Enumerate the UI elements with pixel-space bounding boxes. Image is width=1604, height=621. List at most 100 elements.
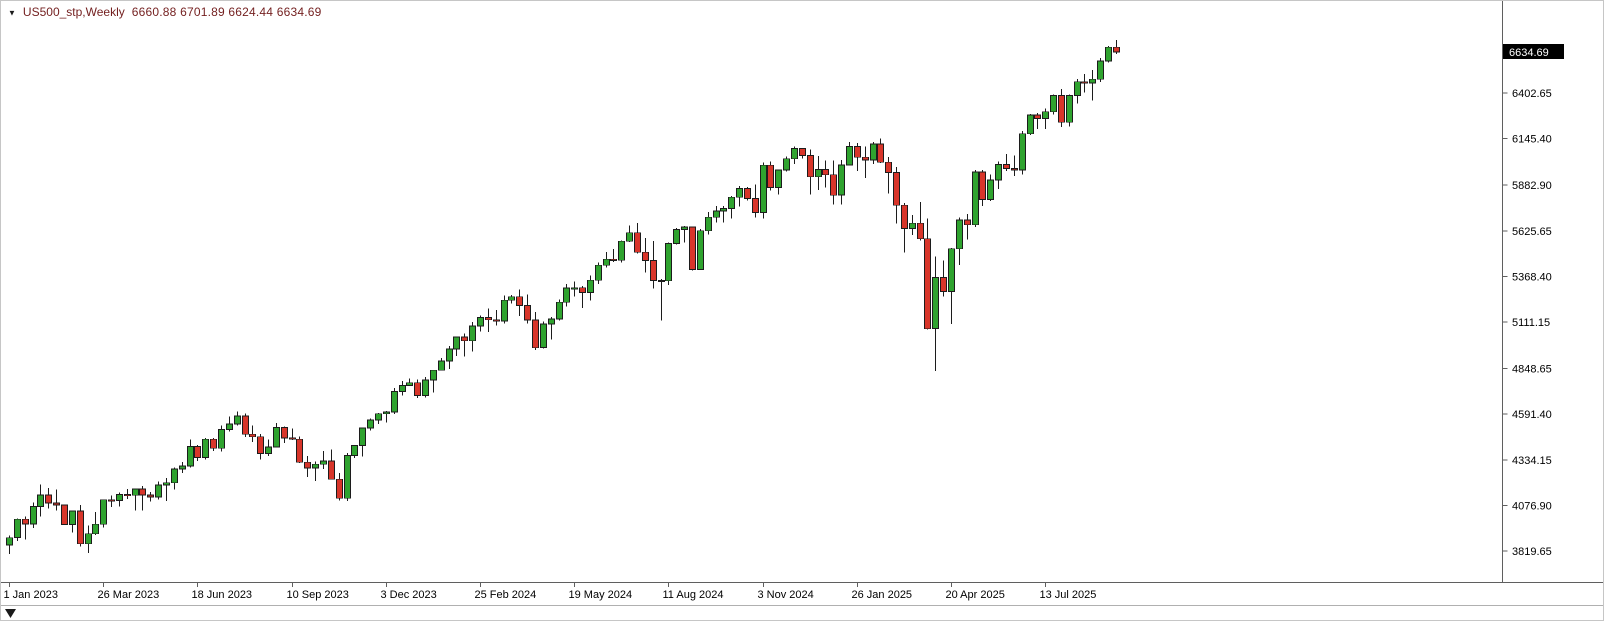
candle <box>477 315 484 332</box>
candles-layer <box>6 40 1120 555</box>
candle <box>61 504 68 525</box>
price-axis-label: 4334.15 <box>1512 455 1552 467</box>
candle <box>744 187 751 201</box>
candle <box>344 452 351 501</box>
candle <box>234 411 241 426</box>
price-axis-label: 3819.65 <box>1512 546 1552 558</box>
candle <box>1042 108 1049 129</box>
candle <box>932 256 939 371</box>
current-price-badge-label: 6634.69 <box>1509 47 1549 59</box>
candle <box>312 461 319 481</box>
candle <box>336 473 343 501</box>
candle <box>885 156 892 194</box>
candle <box>610 249 617 262</box>
candle <box>948 248 955 324</box>
symbol-timeframe-label: US500_stp,Weekly <box>22 5 125 19</box>
candle <box>815 155 822 190</box>
candle <box>579 285 586 308</box>
candle <box>108 495 115 507</box>
candle <box>799 148 806 159</box>
time-axis-label: 10 Sep 2023 <box>287 589 349 601</box>
price-axis-label: 4848.65 <box>1512 364 1552 376</box>
time-axis-label: 3 Dec 2023 <box>381 589 437 601</box>
candle <box>642 238 649 273</box>
candle <box>359 427 366 457</box>
candle <box>956 217 963 265</box>
candle <box>830 160 837 205</box>
candle <box>367 418 374 431</box>
candle <box>807 149 814 195</box>
candle <box>846 141 853 166</box>
candle <box>995 161 1002 190</box>
candle <box>132 488 139 511</box>
candle <box>870 142 877 164</box>
candle <box>618 240 625 263</box>
candle <box>383 411 390 423</box>
candle <box>194 444 201 461</box>
candle <box>822 160 829 188</box>
price-axis-label: 5625.65 <box>1512 226 1552 238</box>
candle <box>720 206 727 223</box>
candle <box>155 481 162 500</box>
price-axis-label: 5111.15 <box>1512 317 1550 329</box>
candle <box>6 535 13 555</box>
candle <box>1050 94 1057 115</box>
candle <box>242 413 249 437</box>
candle <box>501 295 508 324</box>
candle <box>289 428 296 440</box>
candle <box>540 321 547 349</box>
candle <box>650 241 657 289</box>
candle <box>485 308 492 332</box>
candle <box>964 214 971 240</box>
candle <box>430 369 437 393</box>
candle <box>461 333 468 357</box>
candle <box>304 455 311 477</box>
candle <box>548 317 555 340</box>
time-axis-label: 11 Aug 2024 <box>663 589 724 601</box>
candle <box>1011 155 1018 176</box>
candle <box>516 289 523 316</box>
candle <box>92 512 99 536</box>
candle <box>673 227 680 245</box>
candle <box>171 467 178 490</box>
candle <box>399 381 406 396</box>
symbol-dropdown-icon[interactable]: ▼ <box>8 8 16 17</box>
time-axis-label: 3 Nov 2024 <box>758 589 814 601</box>
candle <box>265 439 272 456</box>
candle <box>1097 58 1104 82</box>
candle <box>351 444 358 459</box>
candle <box>124 489 131 499</box>
candle <box>877 138 884 163</box>
candle <box>563 284 570 307</box>
time-axis-label: 25 Feb 2024 <box>475 589 537 601</box>
candle <box>438 358 445 371</box>
candle <box>681 226 688 243</box>
candle <box>532 312 539 351</box>
price-axis-label: 4591.40 <box>1512 409 1552 421</box>
candle <box>752 184 759 218</box>
candle <box>854 143 861 172</box>
candle <box>77 505 84 547</box>
candle <box>391 388 398 414</box>
candle <box>406 378 413 386</box>
candle <box>626 225 633 243</box>
scrollbar-marker[interactable] <box>5 609 16 618</box>
candle <box>665 242 672 286</box>
candle <box>53 489 60 511</box>
candle <box>736 186 743 207</box>
candle <box>705 211 712 235</box>
candle <box>37 484 44 517</box>
candle <box>658 278 665 321</box>
candle <box>320 450 327 469</box>
candle <box>987 174 994 201</box>
ohlc-values: 6660.88 6701.89 6624.44 6634.69 <box>131 5 322 19</box>
candle <box>760 162 767 219</box>
candle <box>767 161 774 191</box>
candle <box>375 412 382 424</box>
candle <box>1089 70 1096 101</box>
candle <box>1105 45 1112 63</box>
candle <box>1058 88 1065 128</box>
candle <box>1113 40 1120 54</box>
time-axis-label: 26 Jan 2025 <box>852 589 913 601</box>
